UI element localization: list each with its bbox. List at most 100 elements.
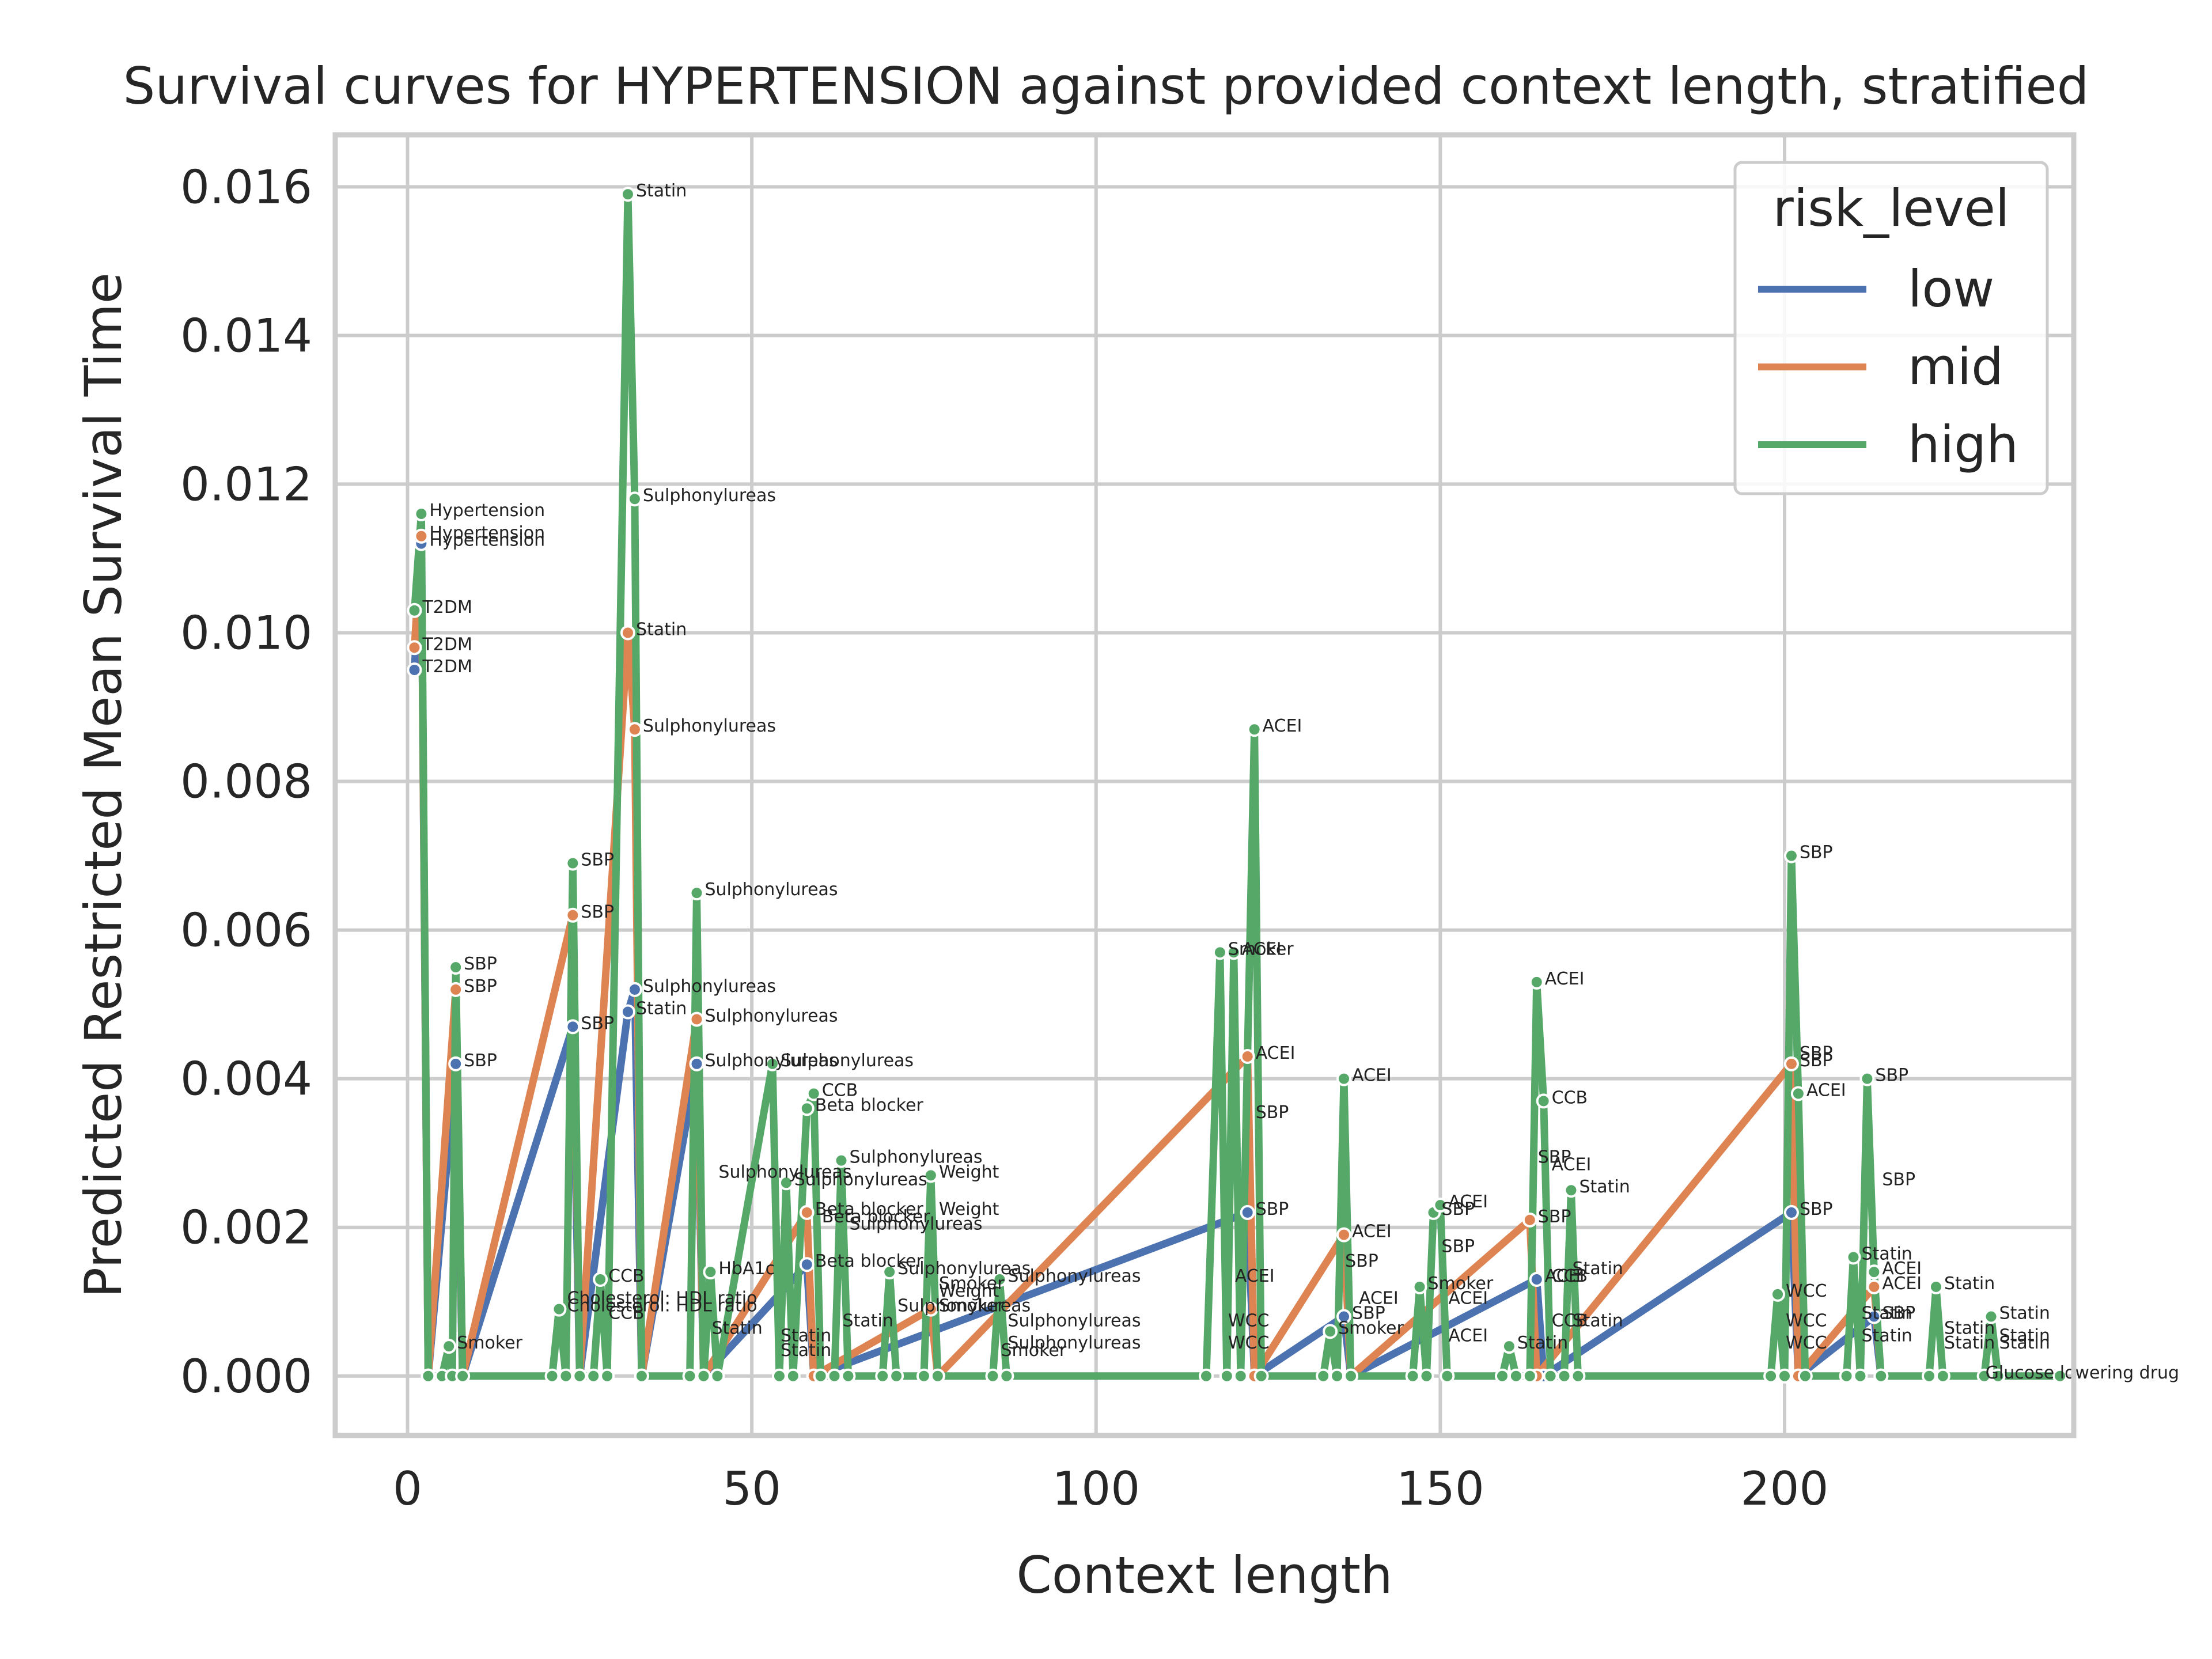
- data-point-high: [1233, 1368, 1248, 1384]
- data-point-low: [407, 662, 422, 678]
- data-point-low: [627, 982, 642, 997]
- point-label: Statin: [1517, 1333, 1568, 1353]
- data-point-high: [600, 1368, 615, 1384]
- point-label: Sulphonylureas: [705, 880, 838, 900]
- point-annotations: T2DM Hypertension SBP SBP Statin Sulphonylure…: [422, 181, 2179, 1383]
- point-label: ACEI: [1806, 1080, 1846, 1100]
- tick-labels: 0 50 100 150 200 0.000 0.002 0.004 0.006 0.008 0.0…: [180, 160, 1828, 1516]
- point-label: Smoker: [939, 1296, 1005, 1316]
- data-point-high: [1494, 1368, 1510, 1384]
- data-point-high: [1219, 1368, 1234, 1384]
- data-point-low: [1783, 1205, 1799, 1220]
- data-point-low: [448, 1056, 464, 1071]
- data-point-high: [689, 885, 704, 901]
- data-point-mid: [799, 1205, 815, 1220]
- data-point-high: [778, 1175, 794, 1191]
- data-point-high: [985, 1368, 1001, 1384]
- point-label: T2DM: [422, 634, 472, 654]
- point-label: WCC: [1228, 1310, 1270, 1331]
- point-label: ACEI: [1352, 1222, 1392, 1242]
- x-tick-label: 0: [393, 1462, 422, 1516]
- data-point-high: [696, 1368, 711, 1384]
- data-point-high: [1859, 1071, 1875, 1086]
- point-label: Sulphonylureas: [794, 1169, 927, 1190]
- data-point-high: [1777, 1368, 1792, 1384]
- point-label: Sulphonylureas: [1007, 1310, 1141, 1331]
- point-label: SBP: [1256, 1199, 1289, 1219]
- point-label: Sulphonylureas: [850, 1214, 983, 1234]
- data-point-low: [1529, 1272, 1544, 1287]
- point-label: ACEI: [1545, 1266, 1585, 1286]
- y-tick-label: 0.008: [180, 755, 312, 809]
- y-tick-label: 0.000: [180, 1350, 312, 1403]
- point-label: SBP: [581, 850, 614, 870]
- point-label: CCB: [1552, 1266, 1588, 1286]
- point-label: SBP: [1538, 1207, 1571, 1227]
- point-label: Smoker: [939, 1274, 1005, 1294]
- legend-title: risk_level: [1773, 179, 2010, 238]
- data-point-high: [840, 1368, 856, 1384]
- point-label: Beta blocker: [815, 1095, 924, 1115]
- point-label: CCB: [608, 1304, 644, 1324]
- point-label: ACEI: [1448, 1289, 1488, 1309]
- data-point-mid: [1240, 1048, 1255, 1064]
- point-label: SBP: [1256, 1103, 1289, 1123]
- point-label: Weight: [939, 1199, 999, 1219]
- data-point-high: [1316, 1368, 1331, 1384]
- x-tick-label: 150: [1396, 1462, 1484, 1516]
- data-point-high: [682, 1368, 698, 1384]
- point-label: Beta blocker: [815, 1199, 924, 1219]
- data-point-high: [414, 506, 429, 522]
- point-label: Sulphonylureas: [705, 1051, 838, 1071]
- point-label: Cholesterol: HDL ratio: [567, 1296, 757, 1316]
- point-label: Hypertension: [429, 501, 545, 521]
- data-point-high: [1253, 1368, 1269, 1384]
- plot-frame: [332, 132, 2077, 1438]
- data-point-high: [421, 1368, 436, 1384]
- chart-title: Survival curves for HYPERTENSION against…: [123, 56, 2089, 116]
- x-axis-label: Context length: [1016, 1546, 1392, 1605]
- data-point-high: [1873, 1368, 1889, 1384]
- data-point-high: [1983, 1309, 1999, 1324]
- point-label: WCC: [1786, 1281, 1827, 1301]
- data-point-high: [1990, 1368, 2006, 1384]
- data-point-high: [634, 1368, 649, 1384]
- y-tick-label: 0.010: [180, 606, 312, 660]
- data-point-mid: [1336, 1227, 1352, 1243]
- data-point-high: [1928, 1279, 1944, 1294]
- point-label: WCC: [1228, 1333, 1270, 1353]
- data-point-high: [593, 1272, 608, 1287]
- data-point-high: [771, 1368, 787, 1384]
- point-label: Smoker: [1001, 1340, 1066, 1361]
- data-point-mid: [407, 640, 422, 656]
- data-point-high: [1508, 1368, 1524, 1384]
- point-label: Sulphonylureas: [643, 486, 776, 506]
- data-point-high: [1412, 1279, 1427, 1294]
- data-point-high: [2052, 1368, 2068, 1384]
- point-label: Statin: [636, 181, 687, 201]
- data-point-high: [916, 1368, 931, 1384]
- point-label: ACEI: [1352, 1066, 1392, 1086]
- point-label: CCB: [608, 1266, 644, 1286]
- point-label: ACEI: [1448, 1192, 1488, 1212]
- point-label: Statin: [711, 1318, 762, 1338]
- data-point-high: [1405, 1368, 1421, 1384]
- data-point-high: [441, 1339, 457, 1354]
- data-point-high: [1323, 1324, 1338, 1339]
- point-label: SBP: [464, 1051, 497, 1071]
- legend-box: [1733, 161, 2049, 495]
- data-point-high: [1846, 1249, 1861, 1265]
- point-label: Statin: [1944, 1274, 1995, 1294]
- point-label: Smoker: [1428, 1274, 1494, 1294]
- point-label: SBP: [1882, 1169, 1915, 1190]
- data-points: [407, 187, 2068, 1384]
- data-point-high: [813, 1368, 828, 1384]
- data-point-high: [565, 855, 581, 871]
- data-point-high: [620, 187, 635, 202]
- data-point-high: [1543, 1368, 1558, 1384]
- data-point-mid: [414, 528, 429, 544]
- point-label: ACEI: [1242, 939, 1282, 959]
- data-point-high: [834, 1153, 849, 1168]
- point-label: Cholesterol: HDL ratio: [567, 1289, 757, 1309]
- data-point-low: [689, 1056, 704, 1071]
